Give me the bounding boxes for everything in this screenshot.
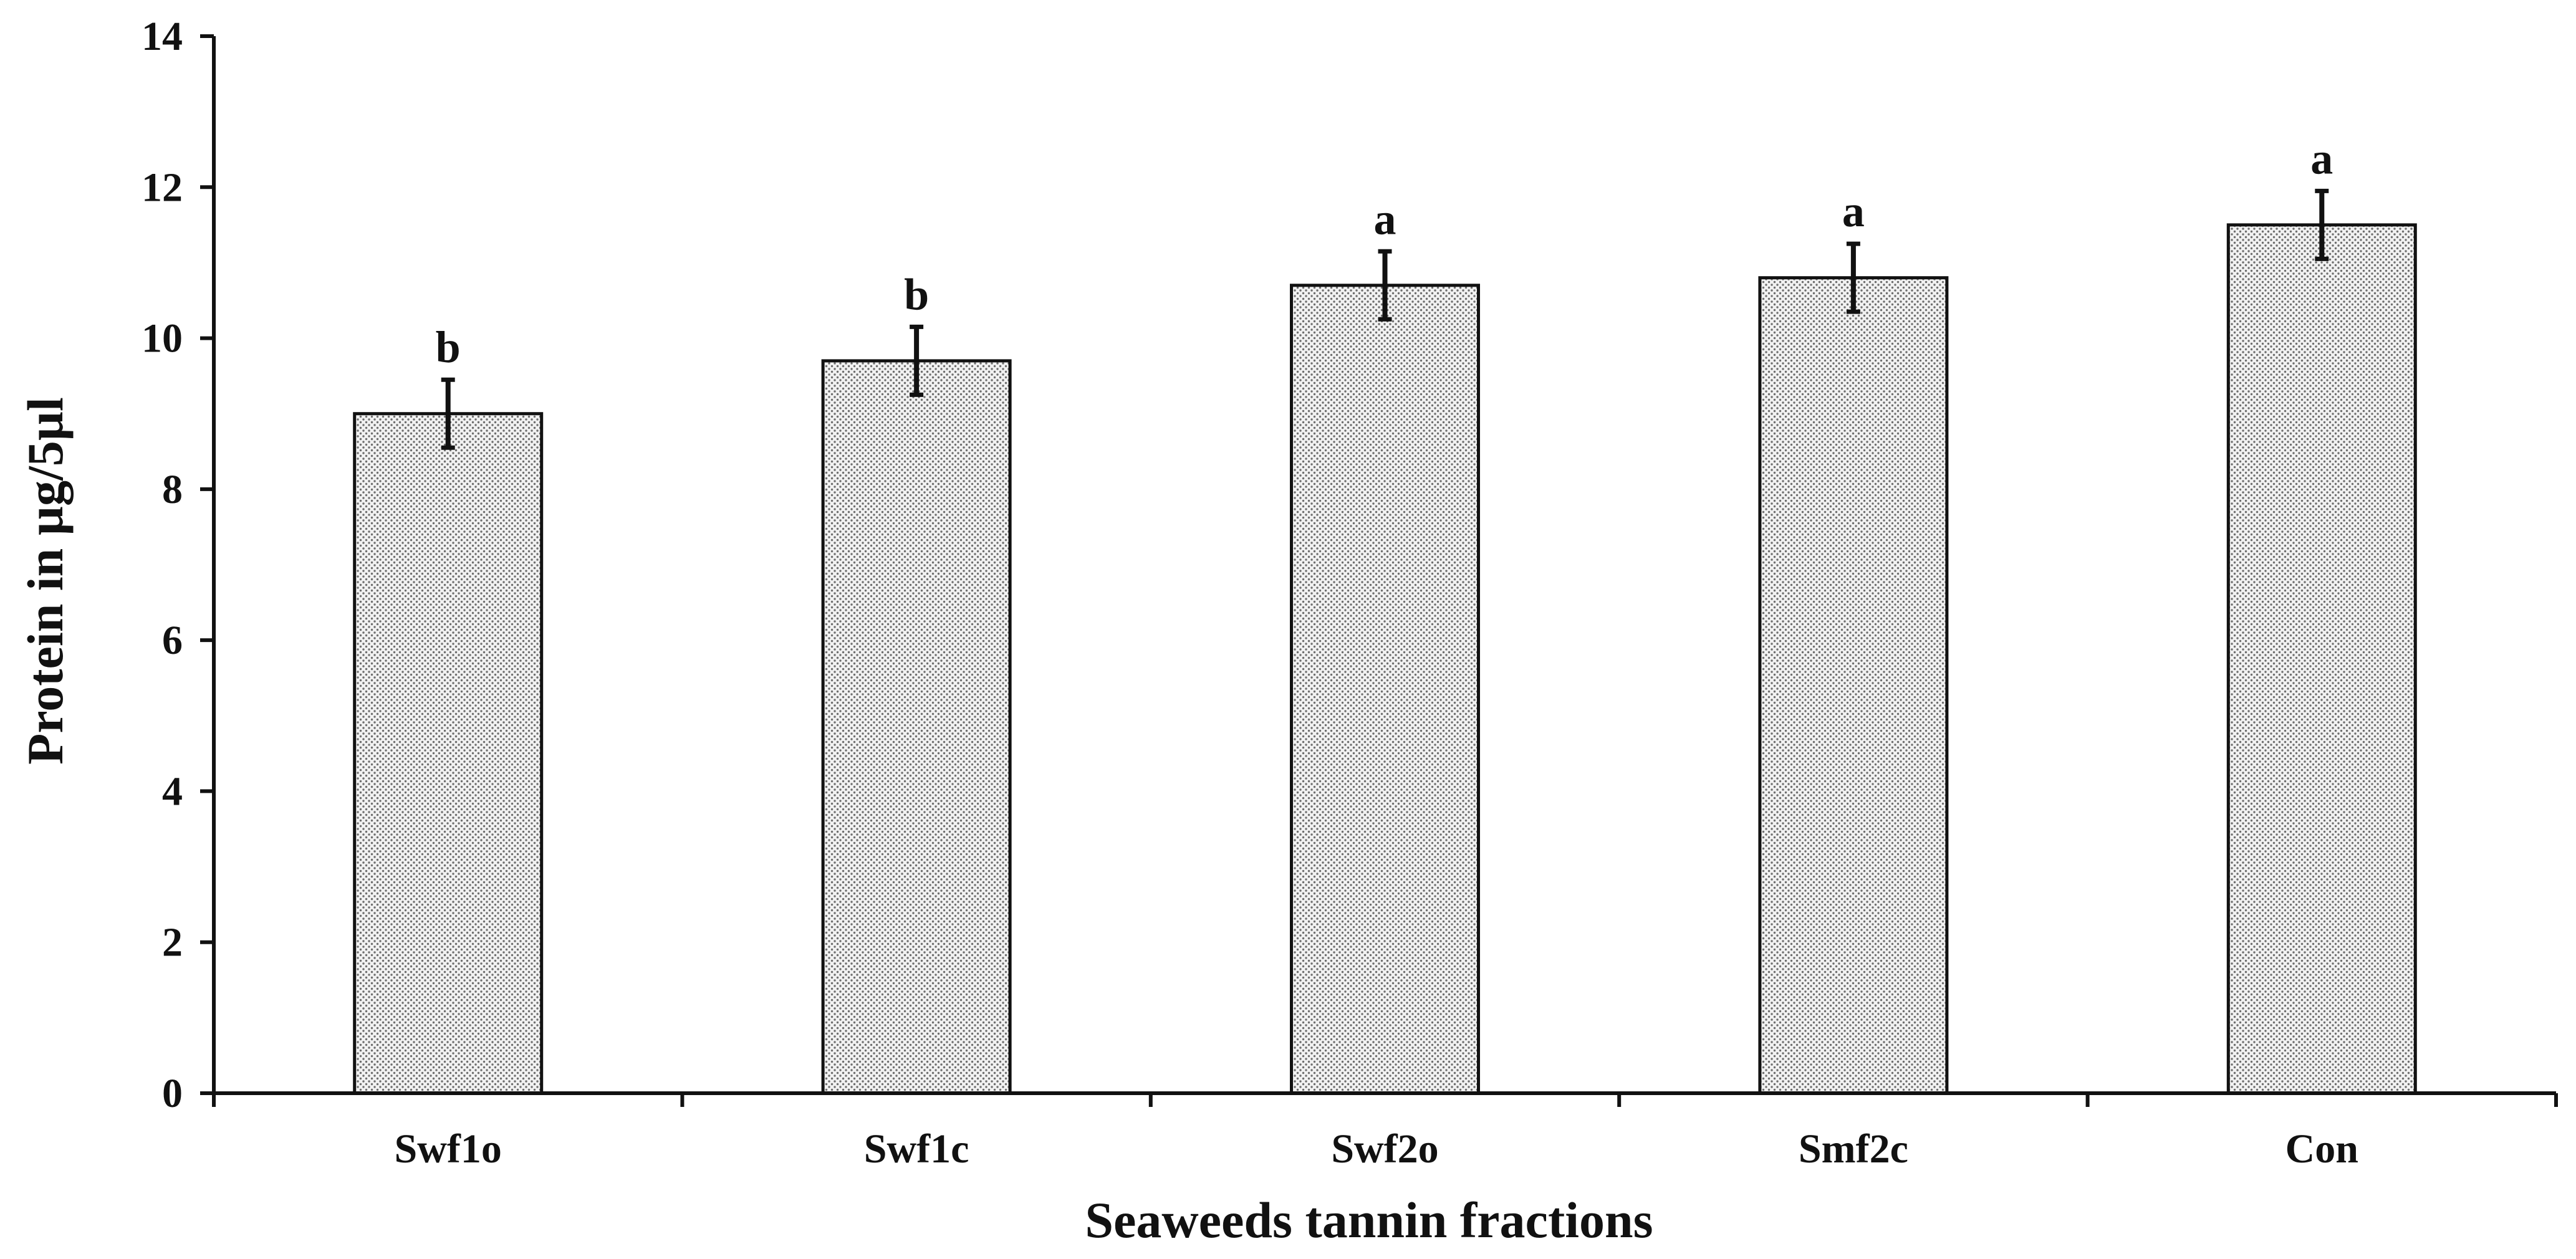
bar-swf2o: [1290, 284, 1480, 1095]
y-tick-label-12: 12: [142, 165, 183, 210]
x-axis-title: Seaweeds tannin fractions: [1085, 1192, 1653, 1248]
bars-layer: [353, 223, 2417, 1095]
significance-letter-con: a: [2310, 133, 2333, 183]
bar-swf1o: [353, 412, 544, 1095]
bar-swf1c: [821, 359, 1012, 1095]
significance-letter-swf2o: a: [1374, 194, 1396, 244]
y-tick-label-14: 14: [142, 14, 183, 59]
label-layer: b Swf1o b Swf1c a Swf2o a Smf2c a Con 0 2 4 6 8 10 12 14: [142, 14, 2358, 1172]
y-tick-label-6: 6: [162, 618, 183, 663]
axis-layer: [200, 34, 2558, 1107]
significance-letter-swf1o: b: [436, 322, 461, 372]
y-tick-label-10: 10: [142, 316, 183, 361]
bar-con: [2226, 223, 2417, 1095]
y-tick-label-4: 4: [162, 768, 183, 814]
bar-smf2c: [1758, 276, 1949, 1095]
y-axis-title: Protein in µg/5µl: [17, 397, 74, 765]
errorbar-layer: [441, 188, 2329, 450]
x-tick-label-smf2c: Smf2c: [1799, 1126, 1908, 1172]
y-tick-label-2: 2: [162, 920, 183, 965]
x-tick-label-swf1o: Swf1o: [395, 1126, 502, 1172]
x-tick-label-con: Con: [2285, 1126, 2358, 1172]
x-tick-label-swf1c: Swf1c: [864, 1126, 969, 1172]
significance-letter-smf2c: a: [1842, 186, 1865, 236]
x-tick-label-swf2o: Swf2o: [1331, 1126, 1438, 1172]
y-tick-label-8: 8: [162, 467, 183, 512]
significance-letter-swf1c: b: [904, 269, 929, 319]
y-tick-label-0: 0: [162, 1071, 183, 1116]
